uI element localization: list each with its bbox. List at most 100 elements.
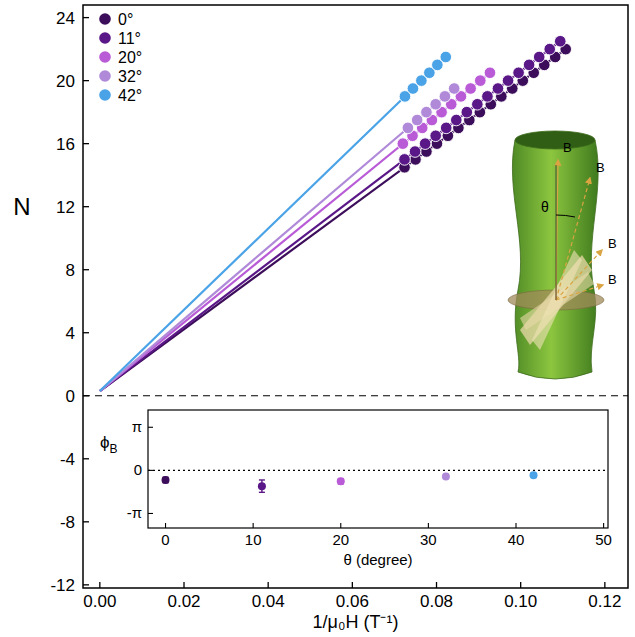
data-group (100, 35, 572, 391)
cylinder-top (515, 131, 595, 149)
inset-x-tick (253, 523, 254, 528)
inset-x-tick-label: 0 (161, 531, 169, 548)
fit-line (100, 89, 454, 392)
data-point (523, 59, 535, 71)
data-point (492, 83, 504, 95)
inset-x-tick (165, 523, 166, 528)
inset-area (148, 410, 608, 528)
error-cap (259, 492, 265, 493)
x-tick (183, 582, 184, 588)
data-point (482, 91, 494, 103)
field-arrow (556, 160, 558, 300)
plot-area (83, 5, 628, 588)
field-arrow (556, 250, 602, 300)
legend-label: 32° (118, 68, 142, 85)
y-tick-label: 20 (56, 72, 75, 91)
fit-line (100, 73, 490, 391)
y-tick (83, 143, 89, 144)
data-point (554, 35, 566, 47)
fit-line (100, 57, 446, 391)
x-tick-label: 0.10 (504, 592, 537, 611)
legend-label: 11° (118, 30, 141, 47)
inset-y-tick (148, 427, 153, 428)
inset-point (258, 482, 266, 490)
inset-y-title-main: ϕ (100, 433, 110, 452)
fit-line (100, 49, 566, 391)
data-point (421, 106, 433, 118)
inset-y-tick-label: π (132, 418, 142, 435)
data-point (430, 98, 442, 110)
y-tick-label: -12 (50, 576, 75, 595)
legend-label: 0° (118, 11, 133, 28)
x-tick (268, 582, 269, 588)
x-tick (352, 582, 353, 588)
y-tick (83, 269, 89, 270)
data-point (402, 122, 414, 134)
y-tick-label: -4 (60, 450, 75, 469)
data-point (461, 106, 473, 118)
legend-marker (99, 70, 111, 82)
legend-label: 42° (118, 87, 142, 104)
legend: 0°11°20°32°42° (99, 11, 142, 104)
angle-arc (556, 215, 575, 217)
error-cap (259, 479, 265, 480)
data-point (397, 138, 409, 150)
data-point (448, 83, 460, 95)
x-tick (99, 582, 100, 588)
inset-x-tick-label: 50 (595, 531, 612, 548)
inset-x-tick-label: 20 (332, 531, 349, 548)
data-point (502, 75, 514, 87)
inset-point (162, 476, 170, 484)
y-tick (83, 332, 89, 333)
field-label: B (608, 272, 617, 287)
y-tick (83, 206, 89, 207)
data-point (474, 75, 486, 87)
inset-y-tick (148, 470, 153, 471)
data-point (399, 154, 411, 166)
data-point (440, 51, 452, 63)
field-label: B (563, 140, 572, 155)
inset-x-tick (603, 523, 604, 528)
y-tick-label: 8 (66, 261, 75, 280)
inset-x-tick (428, 523, 429, 528)
inset-y-title: ϕB (100, 433, 118, 456)
y-tick (83, 395, 89, 396)
inset-x-tick-label: 10 (245, 531, 262, 548)
inset-data-group (162, 471, 538, 492)
frame (83, 5, 628, 588)
inset-reference-line (148, 470, 608, 471)
data-point (450, 114, 462, 126)
chart: BBBBθ0.000.020.040.060.080.100.12-12-8-4… (0, 0, 635, 637)
y-tick-label: -8 (60, 513, 75, 532)
cylinder-body (512, 140, 598, 379)
y-tick-label: 16 (56, 135, 75, 154)
inset-x-tick (340, 523, 341, 528)
inset-x-tick (515, 523, 516, 528)
y-tick (83, 17, 89, 18)
x-tick-label: 0.12 (588, 592, 621, 611)
legend-marker (99, 13, 111, 25)
x-tick-label: 0.08 (420, 592, 453, 611)
inset-point (530, 471, 538, 479)
y-axis-title: N (13, 193, 30, 220)
y-tick-label: 12 (56, 198, 75, 217)
inset-x-title: θ (degree) (343, 551, 412, 568)
y-tick (83, 521, 89, 522)
data-point (544, 43, 556, 55)
data-point (472, 98, 484, 110)
data-point (409, 146, 421, 158)
inset-frame (148, 410, 608, 528)
inset-y-tick (148, 513, 153, 514)
y-tick-label: 4 (66, 324, 75, 343)
inset-y-tick-label: 0 (134, 461, 142, 478)
data-point (533, 51, 545, 63)
x-tick (604, 582, 605, 588)
illustration: BBBBθ (508, 131, 617, 379)
x-tick (436, 582, 437, 588)
data-point (484, 67, 496, 79)
y-tick (83, 584, 89, 585)
data-point (439, 91, 451, 103)
inset-point (442, 473, 450, 481)
y-tick-label: 0 (66, 387, 75, 406)
fit-line (100, 41, 560, 391)
